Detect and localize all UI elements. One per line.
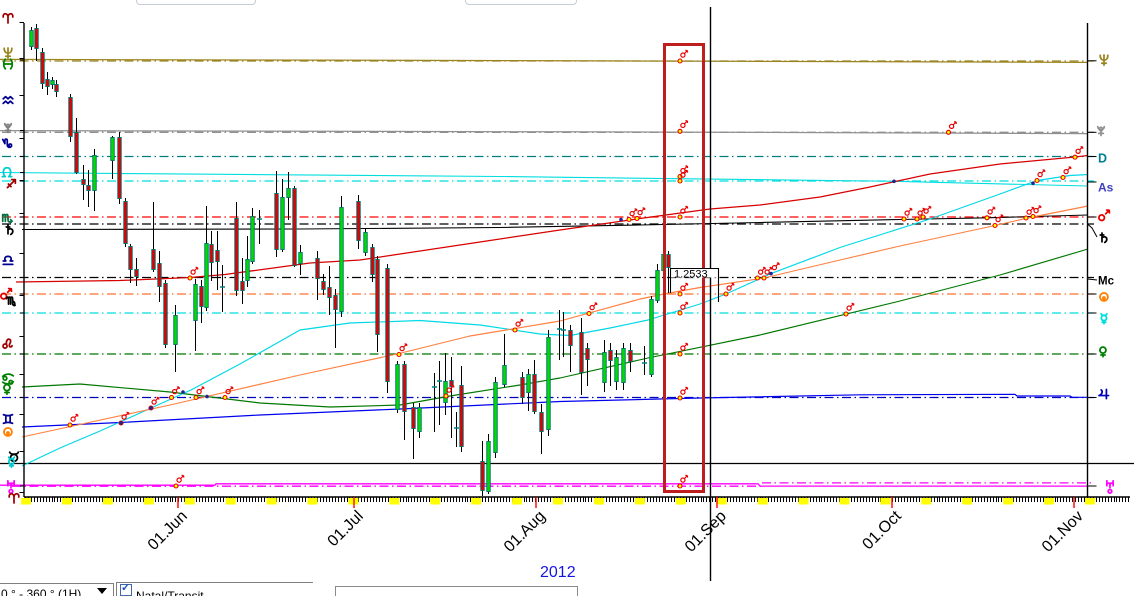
svg-text:01.Sep: 01.Sep [682, 508, 730, 556]
svg-text:Mc: Mc [1098, 276, 1115, 288]
svg-text:01.Jun: 01.Jun [145, 508, 191, 554]
svg-text:D: D [1098, 152, 1107, 166]
svg-text:01.Oct: 01.Oct [859, 507, 905, 553]
svg-text:1.2533: 1.2533 [674, 269, 708, 281]
svg-text:01.Nov: 01.Nov [1039, 508, 1087, 556]
svg-text:2012: 2012 [540, 564, 576, 581]
svg-text:01.Aug: 01.Aug [501, 508, 549, 556]
svg-text:01.Jul: 01.Jul [325, 508, 367, 550]
svg-text:As: As [1098, 181, 1114, 195]
